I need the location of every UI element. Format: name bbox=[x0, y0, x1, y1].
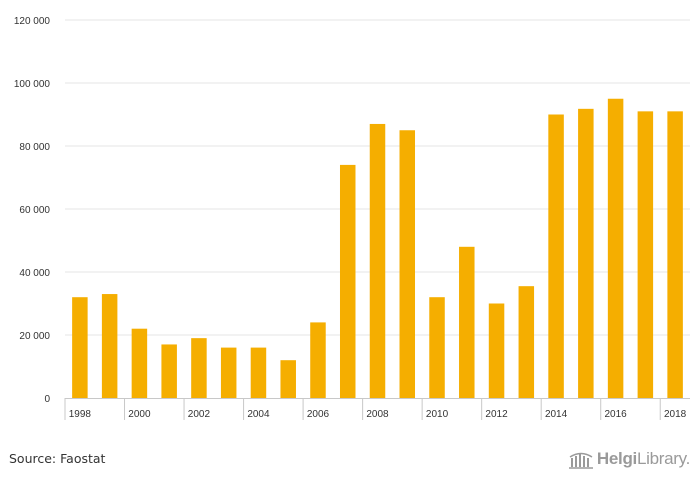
y-tick-label: 100 000 bbox=[14, 79, 51, 90]
logo-text-rest: Library. bbox=[636, 449, 690, 468]
bar-2011 bbox=[459, 246, 475, 398]
y-tick-label: 120 000 bbox=[14, 16, 51, 27]
x-tick-label: 2004 bbox=[247, 409, 270, 420]
y-tick-label: 20 000 bbox=[19, 331, 50, 342]
x-tick-label: 2016 bbox=[604, 409, 627, 420]
x-tick-label: 2010 bbox=[426, 409, 449, 420]
bar-2001 bbox=[161, 344, 177, 398]
bars bbox=[72, 98, 683, 398]
x-axis-ticks: 1998 2000 2002 2004 2006 2008 2010 2012 2014 2016… bbox=[64, 398, 687, 420]
bar-2014 bbox=[548, 114, 564, 398]
bar-2012 bbox=[488, 303, 505, 398]
x-tick-label: 2014 bbox=[545, 409, 568, 420]
x-tick-label: 2018 bbox=[664, 409, 687, 420]
logo-text-bold: Helgi bbox=[596, 449, 637, 468]
bar-2005 bbox=[280, 360, 296, 398]
x-tick-label: 2006 bbox=[307, 409, 330, 420]
x-tick-label: 1998 bbox=[69, 409, 92, 420]
bar-2003 bbox=[220, 347, 237, 398]
x-tick-label: 2000 bbox=[128, 409, 151, 420]
y-tick-label: 60 000 bbox=[19, 205, 50, 216]
bar-2004 bbox=[250, 347, 267, 398]
x-tick-label: 2008 bbox=[366, 409, 389, 420]
bar-2000 bbox=[131, 328, 148, 398]
bar-2017 bbox=[637, 111, 654, 398]
bar-2018 bbox=[667, 111, 683, 398]
x-tick-label: 2002 bbox=[188, 409, 211, 420]
bar-2013 bbox=[518, 286, 535, 398]
y-tick-label: 0 bbox=[44, 394, 50, 405]
y-tick-label: 40 000 bbox=[19, 268, 50, 279]
bar-2009 bbox=[399, 130, 416, 398]
bar-2008 bbox=[369, 123, 386, 398]
bar-2016 bbox=[607, 98, 624, 398]
bar-1998 bbox=[72, 297, 88, 398]
bar-2010 bbox=[429, 297, 445, 398]
library-building-icon bbox=[568, 452, 593, 469]
helgi-library-logo: HelgiLibrary. bbox=[568, 449, 690, 469]
y-axis-tick-labels: 0 20 000 40 000 60 000 80 000 100 000 120 000 bbox=[14, 16, 51, 405]
x-tick-label: 2012 bbox=[485, 409, 508, 420]
bar-2007 bbox=[339, 164, 356, 398]
source-note: Source: Faostat bbox=[9, 451, 106, 466]
bar-2006 bbox=[310, 322, 326, 398]
y-tick-label: 80 000 bbox=[19, 142, 50, 153]
bar-1999 bbox=[101, 294, 118, 398]
logo-text: HelgiLibrary. bbox=[597, 449, 690, 469]
bar-2015 bbox=[578, 108, 594, 398]
bar-2002 bbox=[191, 338, 207, 398]
